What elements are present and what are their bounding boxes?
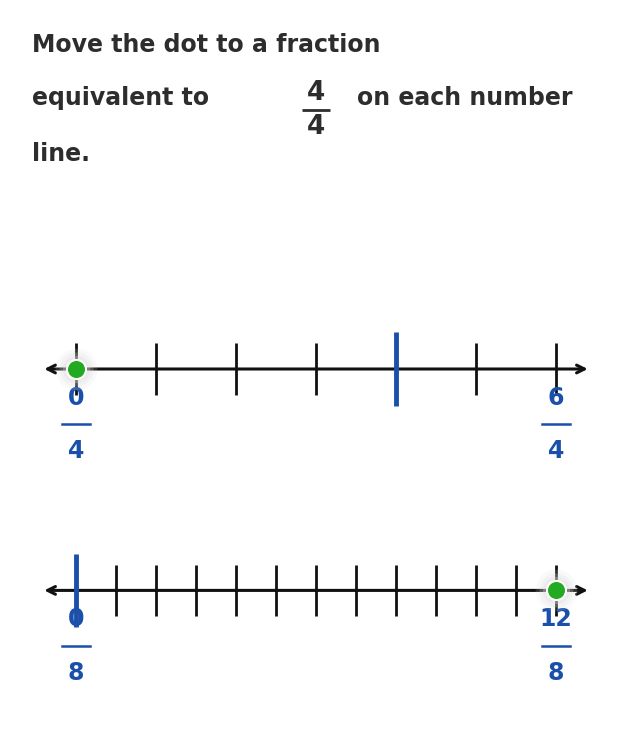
Point bbox=[71, 363, 81, 375]
Point bbox=[551, 584, 561, 596]
Point bbox=[71, 363, 81, 375]
Text: equivalent to: equivalent to bbox=[32, 86, 209, 111]
Text: 0: 0 bbox=[68, 607, 84, 631]
Text: 6: 6 bbox=[548, 385, 564, 410]
Text: 4: 4 bbox=[68, 439, 84, 463]
Text: 8: 8 bbox=[548, 661, 564, 685]
Text: 4: 4 bbox=[548, 439, 564, 463]
Text: line.: line. bbox=[32, 142, 90, 166]
Text: 12: 12 bbox=[540, 607, 573, 631]
Text: Move the dot to a fraction: Move the dot to a fraction bbox=[32, 33, 380, 58]
Text: 0: 0 bbox=[68, 385, 84, 410]
Text: 4: 4 bbox=[307, 114, 325, 139]
Point bbox=[71, 363, 81, 375]
Point bbox=[71, 363, 81, 375]
Point bbox=[551, 584, 561, 596]
Point bbox=[551, 584, 561, 596]
Text: 8: 8 bbox=[68, 661, 84, 685]
Point bbox=[551, 584, 561, 596]
Point bbox=[551, 584, 561, 596]
Text: 4: 4 bbox=[307, 80, 325, 106]
Text: on each number: on each number bbox=[357, 86, 573, 111]
Point bbox=[71, 363, 81, 375]
